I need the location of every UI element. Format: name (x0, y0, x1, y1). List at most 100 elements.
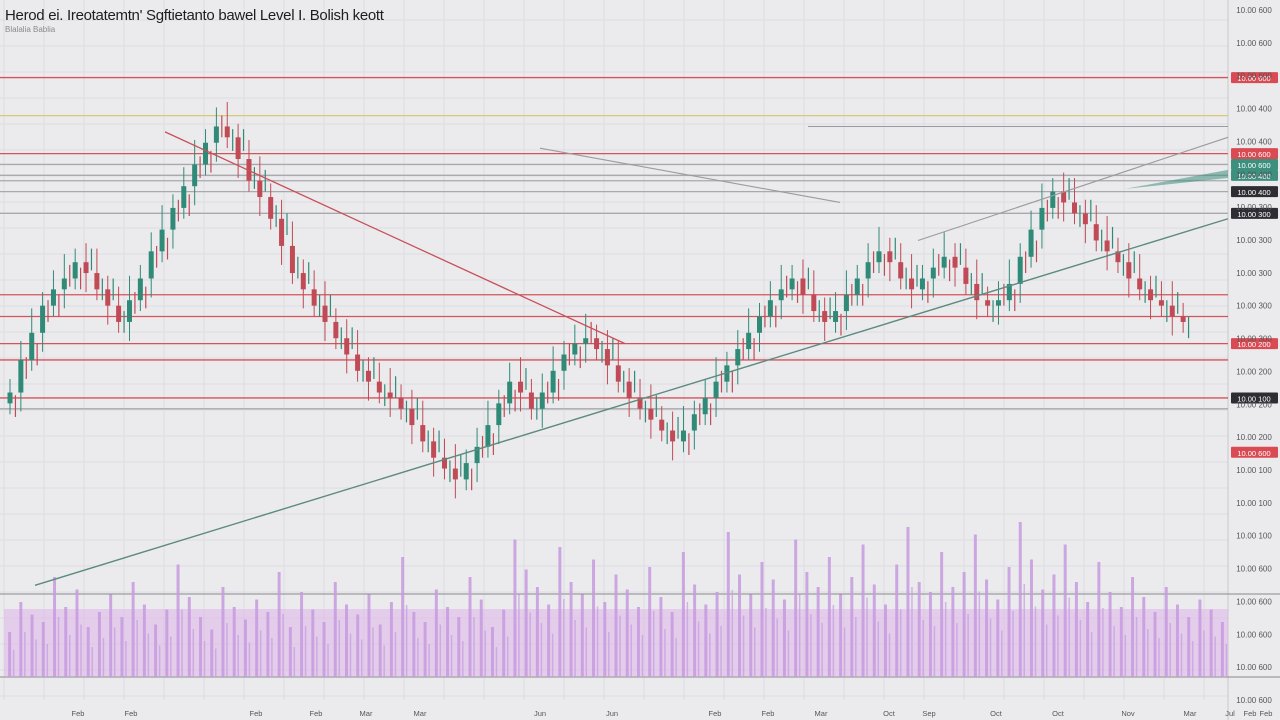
candle-body (952, 256, 958, 268)
y-tick-label: 10.00 600 (1236, 630, 1272, 639)
candle-body (235, 137, 241, 160)
candle-body (985, 300, 991, 306)
x-tick-label: Feb (125, 709, 138, 718)
y-tick-label: 10.00 200 (1236, 367, 1272, 376)
candle-body (213, 126, 219, 143)
price-tag-label: 10.00 600 (1237, 74, 1270, 83)
candle-body (83, 262, 89, 274)
price-tag-label: 10.00 400 (1237, 188, 1270, 197)
candle-body (420, 425, 426, 442)
candle-body (778, 289, 784, 301)
x-tick-label: Jul (1225, 709, 1235, 718)
price-tag (1231, 169, 1278, 181)
candle-body (811, 294, 817, 312)
y-tick-label: 10.00 300 (1236, 302, 1272, 311)
y-tick-label: 10.00 600 (1236, 72, 1272, 81)
x-tick-label: Mar (1184, 709, 1197, 718)
candle-body (561, 354, 567, 371)
candle-body (279, 218, 285, 246)
candle-body (311, 289, 317, 306)
y-tick-label: 10.00 300 (1236, 335, 1272, 344)
price-tag (1231, 392, 1278, 404)
price-tag (1231, 338, 1278, 350)
x-tick-label: Jun (534, 709, 546, 718)
candle-body (181, 186, 187, 208)
candle-body (1050, 191, 1056, 208)
candle-body (594, 338, 600, 350)
x-tick-label: Feb (250, 709, 263, 718)
price-tag-label: 10.00 600 (1237, 449, 1270, 458)
candle-body (941, 256, 947, 268)
x-tick-label: Sep (922, 709, 935, 718)
y-tick-label: 10.00 600 (1236, 597, 1272, 606)
candle-body (637, 397, 643, 409)
trend-line-support (34, 218, 1229, 586)
trend-line-resistance (164, 131, 626, 345)
x-tick-label: Mar (815, 709, 828, 718)
price-tag (1231, 148, 1278, 160)
price-tag-label: 10.00 600 (1237, 161, 1270, 170)
price-tag (1231, 207, 1278, 219)
candle-body (170, 207, 176, 230)
candle-body (876, 251, 882, 263)
candle-body (126, 300, 132, 322)
candle-body (572, 343, 578, 355)
candle-body (474, 446, 480, 464)
candle-body (887, 251, 893, 263)
candle-body (496, 403, 502, 426)
candle-body (518, 381, 524, 393)
x-tick-label: Feb (310, 709, 323, 718)
candle-body (289, 245, 295, 274)
chart-subtitle: Blalalia Bablia (5, 25, 56, 34)
candle-body (333, 321, 339, 339)
price-tag-label: 10.00 200 (1237, 340, 1270, 349)
y-tick-label: 10.00 400 (1236, 170, 1272, 179)
price-tag (1231, 186, 1278, 198)
price-tag-label: 10.00 600 (1237, 150, 1270, 159)
price-tag-label: 10.00 400 (1237, 172, 1270, 181)
x-tick-label: Oct (990, 709, 1003, 718)
y-tick-label: 10.00 600 (1236, 663, 1272, 672)
candle-body (789, 278, 795, 290)
trend-line-gray (917, 136, 1229, 242)
candle-body (485, 425, 491, 447)
candle-body (105, 289, 111, 306)
candle-body (7, 392, 13, 404)
candle-body (18, 359, 24, 393)
candle-body (746, 332, 752, 350)
candle-body (909, 278, 915, 290)
candle-body (344, 338, 350, 355)
candle-body (94, 273, 100, 290)
candle-body (843, 294, 849, 312)
x-tick-label: Feb (72, 709, 85, 718)
candle-body (365, 370, 371, 382)
x-tick-label: Feb (1260, 709, 1273, 718)
candle-body (1039, 207, 1045, 230)
y-tick-label: 10.00 600 (1236, 39, 1272, 48)
candle-body (1093, 224, 1099, 241)
candle-body (387, 392, 393, 398)
y-tick-label: 10.00 300 (1236, 236, 1272, 245)
candle-body (898, 262, 904, 279)
price-tag (1231, 158, 1278, 170)
x-tick-label: Mar (360, 709, 373, 718)
candle-body (1006, 283, 1012, 301)
candle-body (1104, 240, 1110, 252)
candle-body (648, 408, 654, 420)
candle-body (1082, 213, 1088, 225)
y-tick-label: 10.00 300 (1236, 269, 1272, 278)
projection-wedge (1125, 169, 1228, 189)
candle-body (735, 349, 741, 366)
price-tag (1231, 446, 1278, 458)
x-tick-label: Feb (762, 709, 775, 718)
candle-body (659, 419, 665, 431)
candle-body (713, 381, 719, 398)
candle-body (268, 197, 274, 219)
y-tick-label: 10.00 400 (1236, 105, 1272, 114)
candle-body (670, 430, 676, 442)
candle-body (257, 180, 263, 198)
candle-body (40, 305, 46, 333)
candle-body (355, 354, 361, 371)
candle-body (409, 408, 415, 426)
